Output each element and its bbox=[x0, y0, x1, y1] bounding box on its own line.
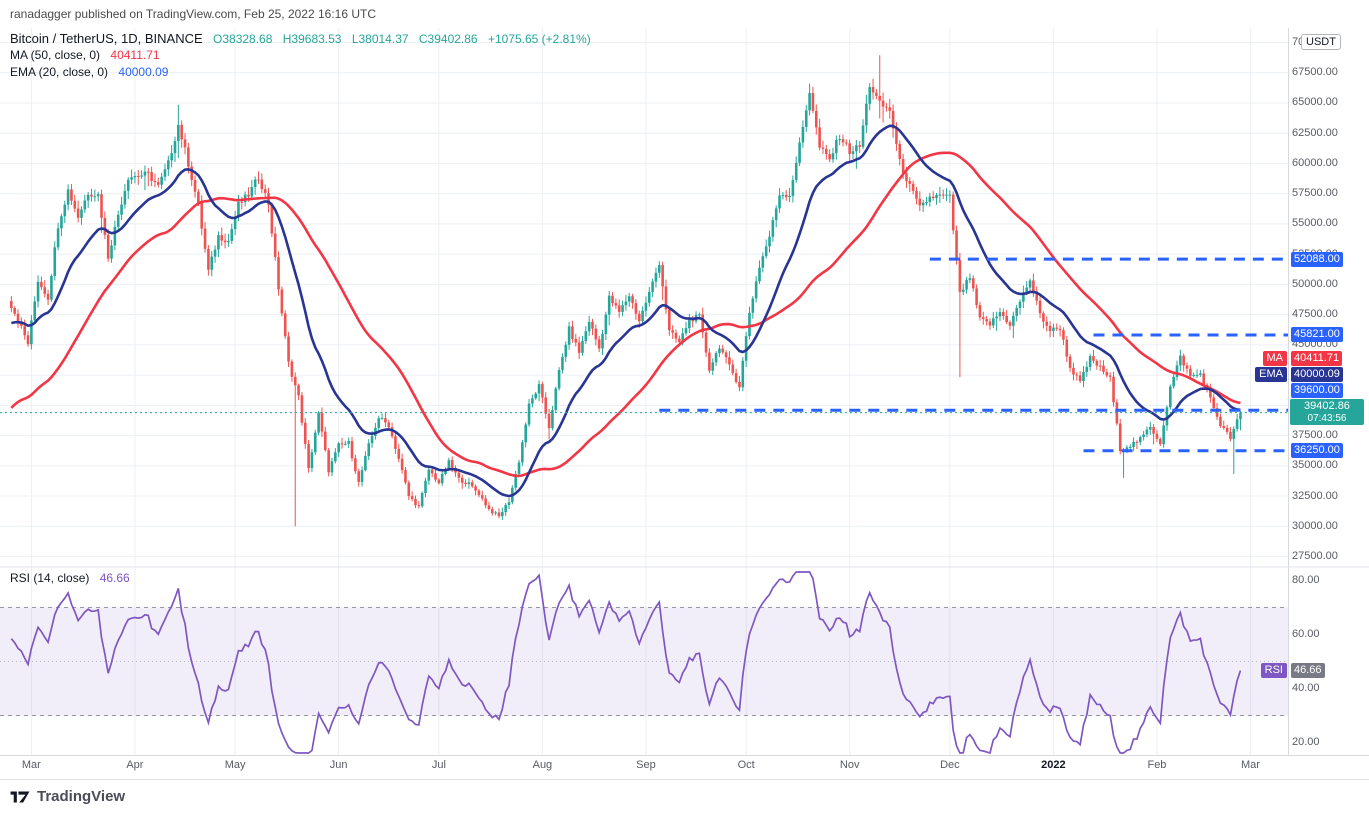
rsi-legend-row[interactable]: RSI (14, close) 46.66 bbox=[10, 571, 130, 585]
price-tick-label: 40.00 bbox=[1292, 682, 1320, 694]
time-tick-label: Dec bbox=[940, 759, 960, 771]
rsi-line bbox=[10, 571, 1242, 755]
symbol-legend-row[interactable]: Bitcoin / TetherUS, 1D, BINANCE O38328.6… bbox=[10, 30, 591, 47]
ma-legend-label: MA (50, close, 0) bbox=[10, 48, 101, 62]
tradingview-logo-icon[interactable] bbox=[9, 790, 31, 804]
time-axis[interactable]: Mar Apr May Jun Jul Aug Sep Oct Nov Dec 2022 Feb Mar bbox=[0, 755, 1369, 779]
ema-line bbox=[11, 124, 1241, 498]
price-tick-label: 55000.00 bbox=[1292, 217, 1338, 230]
publish-info: ranadagger published on TradingView.com,… bbox=[10, 7, 377, 21]
rsi-legend-value: 46.66 bbox=[99, 571, 130, 585]
ema-legend-row[interactable]: EMA (20, close, 0) 40000.09 bbox=[10, 64, 591, 81]
time-tick-label: 2022 bbox=[1041, 759, 1066, 771]
price-tick-label: 52500.00 bbox=[1292, 247, 1338, 260]
footer-bar: TradingView bbox=[0, 779, 1369, 813]
tradingview-brand[interactable]: TradingView bbox=[37, 788, 126, 805]
ma-line bbox=[10, 151, 1241, 478]
price-tick-label: 50000.00 bbox=[1292, 277, 1338, 290]
price-tick-label: 32500.00 bbox=[1292, 489, 1338, 502]
price-tick-label: 57500.00 bbox=[1292, 187, 1338, 200]
ema-legend-label: EMA (20, close, 0) bbox=[10, 65, 109, 79]
price-tick-label: 60.00 bbox=[1292, 628, 1320, 640]
price-tick-label: 65000.00 bbox=[1292, 96, 1338, 109]
time-tick-label: Oct bbox=[737, 759, 755, 771]
rsi-legend-label: RSI (14, close) bbox=[10, 571, 90, 585]
price-axis[interactable]: 27500.00 30000.00 32500.00 35000.00 37500.00… bbox=[1288, 0, 1369, 779]
price-tick-label: 60000.00 bbox=[1292, 156, 1338, 169]
price-tick-label: 37500.00 bbox=[1292, 429, 1338, 442]
time-tick-label: May bbox=[224, 759, 246, 771]
time-tick-label: Mar bbox=[21, 759, 41, 771]
currency-unit-button[interactable]: USDT bbox=[1301, 34, 1341, 50]
price-tick-label: 80.00 bbox=[1292, 574, 1320, 586]
ma-legend-row[interactable]: MA (50, close, 0) 40411.71 bbox=[10, 47, 591, 64]
candles-layer bbox=[10, 55, 1242, 527]
time-tick-label: Apr bbox=[126, 759, 144, 771]
time-tick-label: Sep bbox=[636, 759, 656, 771]
symbol-title: Bitcoin / TetherUS, 1D, BINANCE bbox=[10, 31, 203, 46]
ohlc-low: L38014.37 bbox=[351, 32, 409, 46]
price-tick-label: 47500.00 bbox=[1292, 308, 1338, 321]
price-tick-label: 20.00 bbox=[1292, 736, 1320, 748]
price-tick-label: 42500.00 bbox=[1292, 368, 1338, 381]
price-tick-label: 35000.00 bbox=[1292, 459, 1338, 472]
time-tick-label: Nov bbox=[839, 759, 860, 771]
price-tick-label: 40000.00 bbox=[1292, 398, 1338, 411]
ohlc-open: O38328.68 bbox=[213, 32, 273, 46]
time-tick-label: Aug bbox=[532, 759, 553, 771]
price-tick-label: 30000.00 bbox=[1292, 519, 1338, 532]
ma-legend-value: 40411.71 bbox=[110, 48, 160, 62]
time-tick-label: Jun bbox=[329, 759, 348, 771]
main-legend: Bitcoin / TetherUS, 1D, BINANCE O38328.6… bbox=[10, 30, 591, 81]
time-tick-label: Mar bbox=[1240, 759, 1260, 771]
ohlc-change: +1075.65 (+2.81%) bbox=[487, 32, 591, 46]
time-tick-label: Feb bbox=[1147, 759, 1167, 771]
ohlc-high: H39683.53 bbox=[282, 32, 342, 46]
time-tick-label: Jul bbox=[431, 759, 446, 771]
price-tick-label: 67500.00 bbox=[1292, 66, 1338, 79]
price-tick-label: 45000.00 bbox=[1292, 338, 1338, 351]
ema-legend-value: 40000.09 bbox=[118, 65, 169, 79]
ohlc-close: C39402.86 bbox=[418, 32, 478, 46]
price-tick-label: 27500.00 bbox=[1292, 550, 1338, 563]
price-tick-label: 62500.00 bbox=[1292, 126, 1338, 139]
